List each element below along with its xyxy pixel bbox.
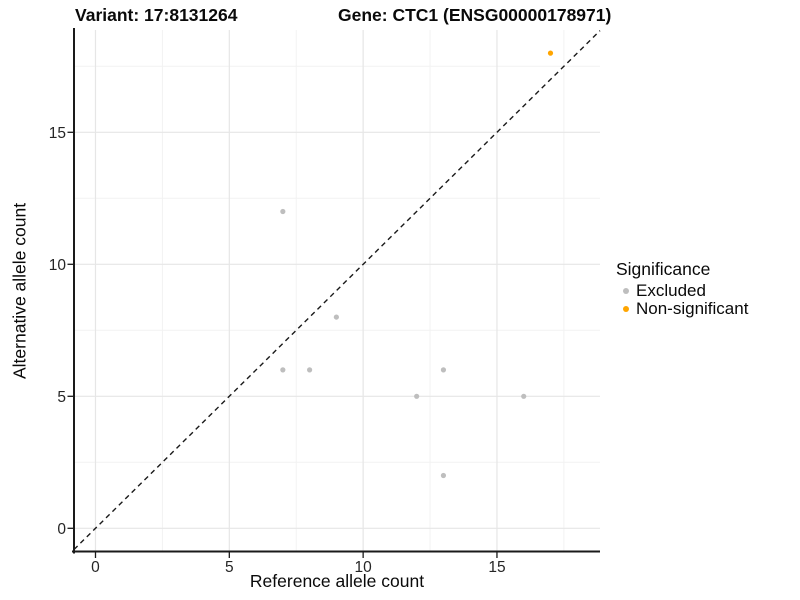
gridlines-major xyxy=(74,30,600,552)
legend-key-dot-icon xyxy=(623,306,629,312)
data-point-excluded xyxy=(333,314,339,320)
data-point-excluded xyxy=(414,393,420,399)
data-point-excluded xyxy=(280,367,286,373)
identity-line xyxy=(73,30,601,550)
x-axis-title: Reference allele count xyxy=(249,571,425,591)
data-point-excluded xyxy=(280,208,286,215)
legend-item-label: Excluded xyxy=(636,281,706,300)
y-tick-label: 10 xyxy=(49,257,67,274)
x-tick-label: 15 xyxy=(488,559,505,576)
legend-title: Significance xyxy=(616,259,711,279)
data-point-excluded xyxy=(307,367,313,373)
legend-key-dot-icon xyxy=(623,288,629,294)
data-points xyxy=(280,50,554,479)
plot-title-variant: Variant: 17:8131264 xyxy=(75,5,238,25)
y-tick-label: 0 xyxy=(57,521,66,538)
legend-item-label: Non-significant xyxy=(636,299,749,318)
identity-reference-line xyxy=(73,30,601,550)
legend-item-excluded: Excluded xyxy=(616,281,748,300)
legend: Significance Excluded Non-significant xyxy=(616,259,748,318)
y-tick-label: 15 xyxy=(49,125,66,142)
tick-labels: 0 5 10 15 0 5 10 15 xyxy=(49,125,506,576)
x-tick-label: 10 xyxy=(355,559,373,576)
y-tick-label: 5 xyxy=(57,389,66,406)
gridlines-minor xyxy=(74,30,600,552)
data-point-non-significant xyxy=(547,50,554,56)
data-point-excluded xyxy=(521,393,527,399)
legend-items: Excluded Non-significant xyxy=(616,281,749,318)
data-point-excluded xyxy=(440,472,447,479)
x-tick-label: 0 xyxy=(91,559,100,576)
data-point-excluded xyxy=(440,367,447,373)
axis-lines xyxy=(72,28,600,554)
y-axis-title: Alternative allele count xyxy=(9,202,30,380)
plot-title-gene: Gene: CTC1 (ENSG00000178971) xyxy=(338,5,612,25)
legend-item-non-significant: Non-significant xyxy=(616,299,749,318)
x-tick-label: 5 xyxy=(225,559,234,576)
axis-ticks xyxy=(67,131,498,558)
